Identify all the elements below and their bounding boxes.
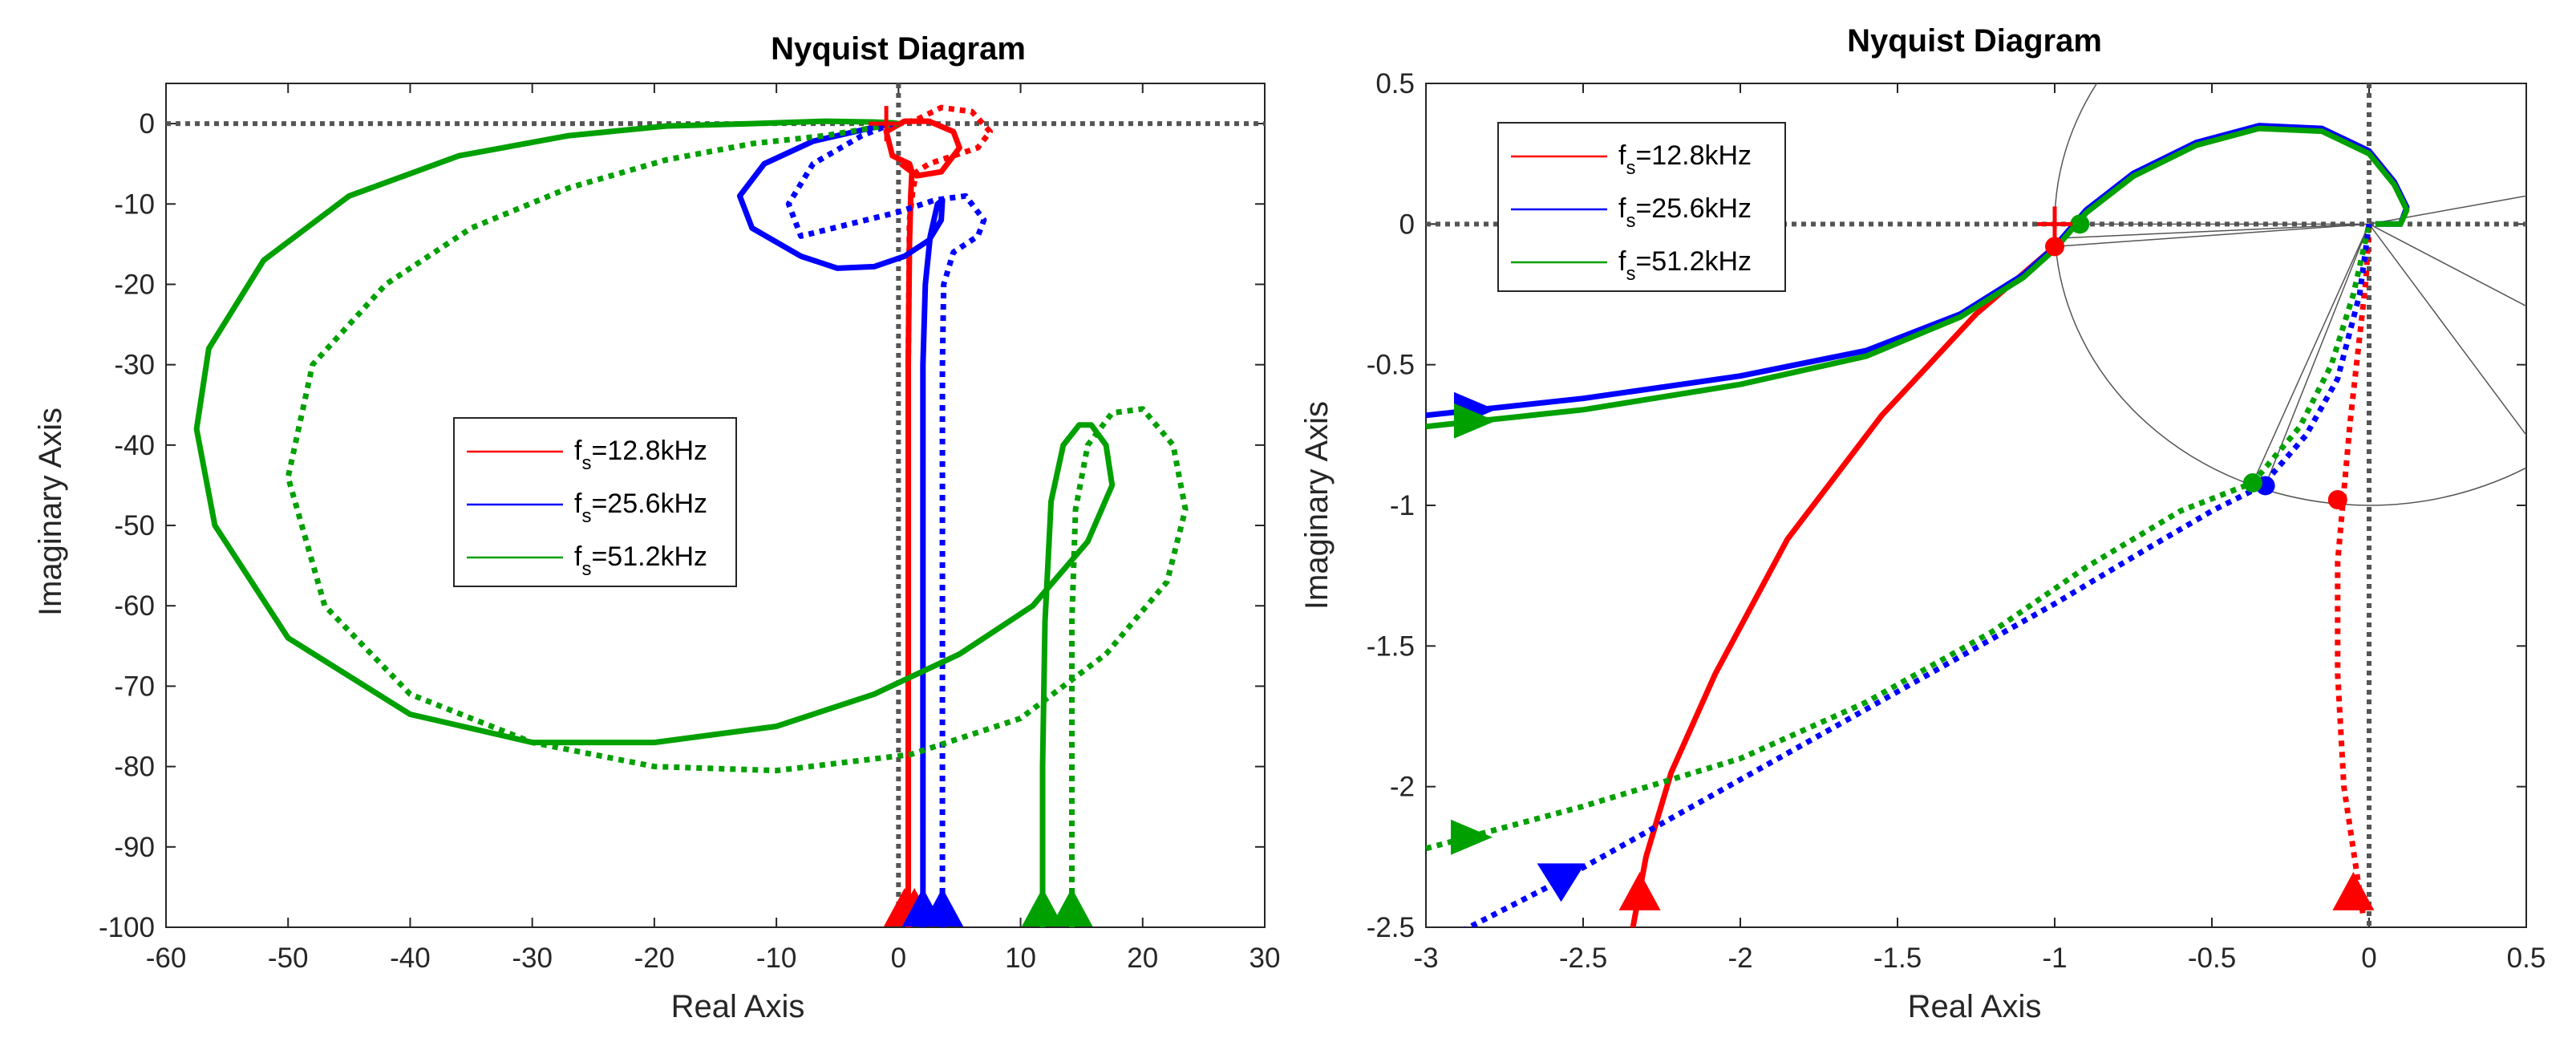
x-tick-label: -60 [146, 943, 187, 974]
x-tick-label: -50 [268, 943, 309, 974]
x-tick-label: -30 [512, 943, 553, 974]
direction-arrow [1618, 871, 1661, 910]
direction-arrow [1021, 887, 1063, 926]
y-tick-label: -20 [114, 269, 155, 300]
y-tick-label: -1.5 [1367, 630, 1415, 662]
y-tick-label: -70 [114, 671, 155, 702]
y-tick-label: -30 [114, 350, 155, 381]
series-line [2335, 224, 2372, 914]
x-tick-label: 20 [1127, 943, 1158, 974]
x-tick-label: -0.5 [2188, 943, 2236, 974]
x-tick-label: 30 [1250, 943, 1281, 974]
direction-arrow [921, 887, 964, 926]
legend: fs=12.8kHz fs=25.6kHz fs=51.2kHz [453, 417, 737, 587]
y-tick-label: -80 [114, 752, 155, 783]
series-marker [2070, 214, 2090, 234]
y-tick-label: -2.5 [1367, 912, 1415, 943]
chart-title-left: Nyquist Diagram [771, 31, 1026, 67]
plot-content [166, 83, 1265, 927]
y-axis-label-left: Imaginary Axis [33, 407, 68, 616]
legend-label: fs=51.2kHz [1618, 246, 1752, 285]
x-tick-label: -1 [2042, 943, 2067, 974]
direction-arrow [1537, 863, 1586, 902]
series-marker [2242, 472, 2262, 493]
plot-content [1426, 83, 2526, 927]
chart-title-right: Nyquist Diagram [1847, 23, 2102, 59]
y-tick-label: 0.5 [1375, 68, 1415, 99]
direction-arrow [2332, 871, 2375, 910]
y-tick-label: 0 [1399, 209, 1415, 240]
y-tick-label: -50 [114, 510, 155, 541]
y-axis-label-right: Imaginary Axis [1299, 401, 1335, 610]
legend-label: fs=25.6kHz [574, 489, 707, 527]
series-line [1463, 223, 2372, 927]
legend-label: fs=51.2kHz [574, 541, 707, 580]
y-tick-label: -60 [114, 590, 155, 622]
x-tick-label: -10 [756, 943, 797, 974]
y-tick-label: 0 [140, 108, 155, 140]
x-tick-label: 10 [1005, 943, 1036, 974]
series-line [1426, 223, 2372, 852]
x-tick-label: -2 [1727, 943, 1752, 974]
x-tick-label: -3 [1413, 943, 1438, 974]
x-axis-label-left: Real Axis [671, 989, 805, 1024]
y-tick-label: -100 [99, 912, 155, 943]
x-tick-label: -20 [634, 943, 675, 974]
nyquist-chart-right: Nyquist Diagram Real Axis Imaginary Axis… [1299, 23, 2546, 1024]
y-tick-label: -90 [114, 832, 155, 863]
series-line [1426, 125, 2410, 430]
series-line [785, 120, 987, 927]
series-marker [2045, 237, 2064, 257]
phase-line [2368, 223, 2526, 307]
x-tick-label: 0.5 [2507, 943, 2546, 974]
x-tick-label: -1.5 [1873, 943, 1922, 974]
y-tick-label: -2 [1390, 772, 1415, 803]
y-tick-label: -0.5 [1367, 350, 1415, 381]
x-tick-label: -2.5 [1559, 943, 1607, 974]
series-line [1630, 244, 2057, 927]
x-tick-label: 0 [2361, 943, 2376, 974]
phase-line [2252, 224, 2370, 484]
series-marker [2327, 489, 2347, 509]
phase-line [2054, 223, 2370, 248]
legend-label: fs=12.8kHz [1618, 140, 1752, 179]
legend-label: fs=25.6kHz [1618, 193, 1752, 232]
y-tick-label: -40 [114, 430, 155, 461]
nyquist-chart-left: Nyquist Diagram Real Axis Imaginary Axis… [33, 31, 1280, 1024]
y-tick-label: -1 [1390, 490, 1415, 521]
legend: fs=12.8kHz fs=25.6kHz fs=51.2kHz [1497, 122, 1786, 292]
x-tick-label: -40 [390, 943, 431, 974]
x-tick-label: 0 [891, 943, 906, 974]
direction-arrow [1453, 403, 1496, 439]
direction-arrow [1051, 887, 1093, 926]
phase-line [2060, 223, 2370, 239]
phase-line [2264, 224, 2370, 486]
x-axis-label-right: Real Axis [1908, 989, 2042, 1024]
series-line [736, 120, 946, 927]
direction-arrow [1451, 819, 1493, 855]
legend-label: fs=12.8kHz [574, 436, 707, 474]
y-tick-label: -10 [114, 189, 155, 220]
series-line [900, 104, 993, 927]
phase-line [2368, 223, 2526, 436]
